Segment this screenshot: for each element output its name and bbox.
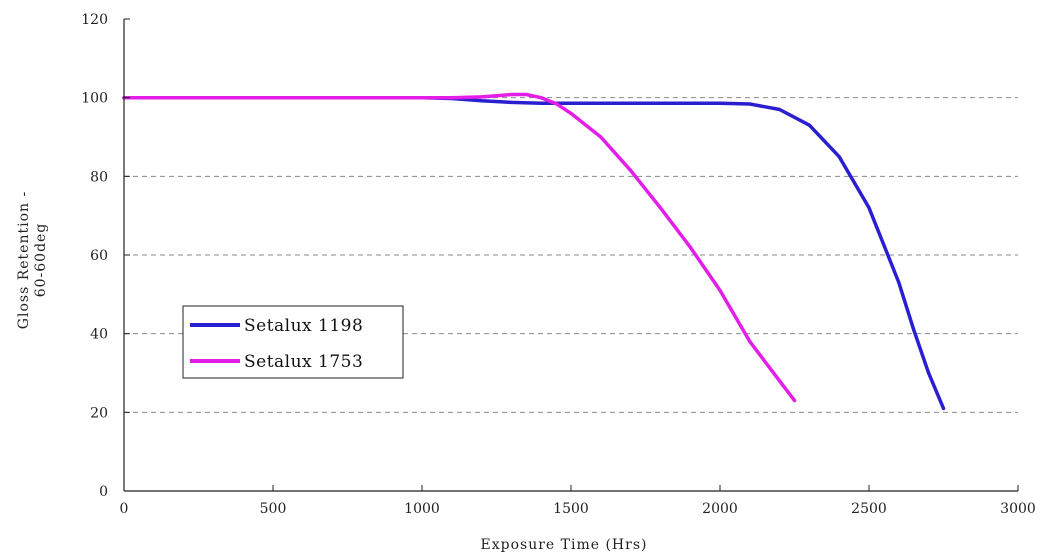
legend-box bbox=[182, 305, 404, 379]
x-tick-label-0: 0 bbox=[120, 501, 129, 517]
point-setalux-1198-1600 bbox=[599, 101, 603, 105]
tick-labels: 0 20 40 60 80 100 120 0 500 1000 1500 2000 2500 3000 bbox=[81, 12, 1036, 517]
point-setalux-1753-1350 bbox=[524, 92, 528, 97]
y-tick-label-40: 40 bbox=[90, 327, 108, 343]
y-axis-title-line2: 60-60deg bbox=[33, 223, 49, 298]
point-setalux-1753-1100 bbox=[450, 96, 454, 100]
point-setalux-1753-1600 bbox=[599, 135, 603, 139]
x-tick-label-2000: 2000 bbox=[702, 501, 738, 517]
y-axis-title-line1: Gloss Retention - bbox=[16, 191, 32, 329]
series-lines bbox=[122, 92, 946, 411]
x-tick-label-500: 500 bbox=[260, 501, 287, 517]
x-tick-label-1000: 1000 bbox=[404, 501, 440, 517]
point-setalux-1753-2250 bbox=[792, 398, 797, 403]
point-setalux-1198-2300 bbox=[807, 123, 812, 127]
point-setalux-1753-1500 bbox=[569, 111, 573, 115]
point-setalux-1753-200 bbox=[182, 96, 186, 100]
point-setalux-1198-2000 bbox=[718, 101, 722, 105]
legend: Setalux 1198 Setalux 1753 bbox=[182, 305, 404, 379]
point-setalux-1753-1800 bbox=[658, 206, 663, 210]
point-setalux-1753-2100 bbox=[748, 339, 752, 344]
axes bbox=[123, 18, 1019, 492]
point-setalux-1753-400 bbox=[241, 96, 245, 100]
point-setalux-1753-2000 bbox=[718, 288, 722, 292]
point-setalux-1753-1300 bbox=[509, 92, 513, 97]
point-setalux-1753-2200 bbox=[778, 379, 782, 383]
point-setalux-1198-1400 bbox=[539, 101, 543, 105]
point-setalux-1753-600 bbox=[301, 96, 305, 100]
point-setalux-1753-1900 bbox=[688, 245, 692, 249]
point-setalux-1753-1450 bbox=[554, 101, 558, 106]
point-setalux-1753-800 bbox=[360, 96, 364, 100]
point-setalux-1198-1200 bbox=[480, 99, 484, 103]
point-setalux-1198-2750 bbox=[941, 406, 946, 410]
point-setalux-1198-1800 bbox=[658, 101, 663, 105]
y-tick-label-60: 60 bbox=[90, 248, 108, 264]
point-setalux-1198-2100 bbox=[748, 102, 752, 106]
legend-label-setalux-1753: Setalux 1753 bbox=[244, 352, 363, 372]
x-tick-label-3000: 3000 bbox=[1000, 501, 1036, 517]
y-tick-label-0: 0 bbox=[99, 484, 108, 500]
point-setalux-1198-2600 bbox=[897, 280, 901, 285]
y-tick-label-100: 100 bbox=[81, 91, 108, 107]
point-setalux-1198-2400 bbox=[837, 155, 841, 159]
y-tick-label-120: 120 bbox=[81, 12, 108, 28]
point-setalux-1753-1400 bbox=[539, 96, 543, 100]
point-setalux-1198-2700 bbox=[927, 371, 931, 375]
point-setalux-1753-1000 bbox=[420, 96, 424, 100]
y-tick-label-20: 20 bbox=[90, 405, 108, 421]
x-tick-label-2500: 2500 bbox=[851, 501, 887, 517]
point-setalux-1753-1700 bbox=[629, 168, 633, 173]
point-setalux-1198-2500 bbox=[867, 206, 871, 210]
point-setalux-1753-1200 bbox=[480, 95, 484, 99]
point-setalux-1198-2650 bbox=[912, 328, 916, 332]
point-setalux-1198-2200 bbox=[778, 107, 782, 112]
point-setalux-1198-1300 bbox=[509, 100, 513, 104]
legend-label-setalux-1198: Setalux 1198 bbox=[244, 316, 363, 336]
y-axis-title: Gloss Retention - 60-60deg bbox=[16, 191, 49, 329]
x-axis-title: Exposure Time (Hrs) bbox=[481, 537, 648, 553]
x-tick-label-1500: 1500 bbox=[553, 501, 589, 517]
y-tick-label-80: 80 bbox=[90, 169, 108, 185]
